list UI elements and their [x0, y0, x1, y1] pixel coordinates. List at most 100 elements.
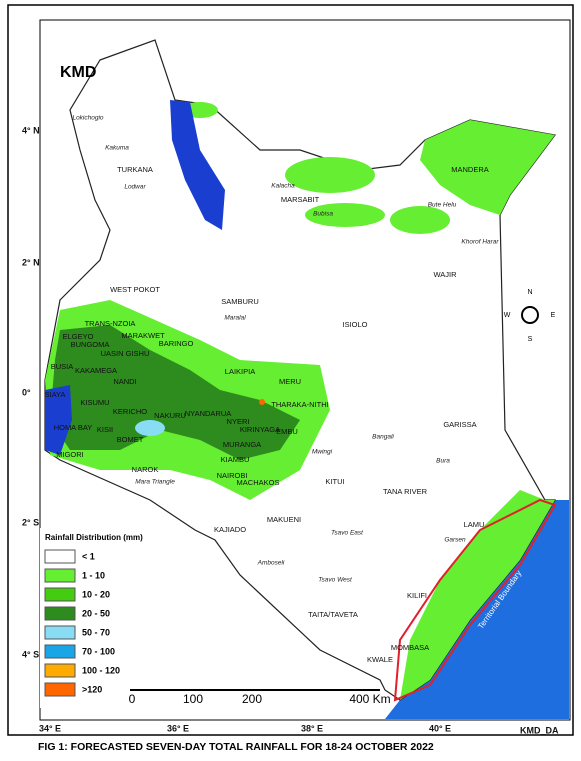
region-label: HOMA BAY — [54, 423, 93, 432]
place-label: Mara Triangle — [135, 479, 175, 486]
ocean — [385, 500, 569, 719]
region-label: MIGORI — [56, 450, 84, 459]
region-label: BUNGOMA — [71, 340, 110, 349]
lake-victoria — [45, 385, 72, 455]
place-label: Tsavo West — [318, 577, 353, 584]
legend-swatch — [44, 625, 76, 640]
region-label: TURKANA — [117, 165, 153, 174]
compass — [521, 306, 539, 324]
legend-label: 70 - 100 — [82, 646, 115, 656]
place-label: Mwingi — [312, 449, 333, 456]
region-label: NYANDARUA — [185, 409, 232, 418]
place-label: Bute Helu — [428, 202, 457, 209]
compass-letter: S — [528, 336, 533, 343]
region-label: KITUI — [325, 477, 344, 486]
region-label: UASIN GISHU — [101, 349, 150, 358]
region-label: BUSIA — [51, 362, 74, 371]
legend-label: 20 - 50 — [82, 608, 110, 618]
region-label: BARINGO — [159, 339, 194, 348]
rainfall-20-50 — [50, 325, 300, 460]
legend-label: < 1 — [82, 551, 95, 561]
region-label: LAIKIPIA — [225, 367, 255, 376]
place-label: Tsavo East — [331, 530, 364, 537]
latitude-label: 2° N — [22, 257, 40, 267]
legend-label: 50 - 70 — [82, 627, 110, 637]
legend-swatch — [44, 682, 76, 697]
place-label: Garsen — [444, 537, 466, 544]
region-label: BOMET — [117, 435, 144, 444]
region-label: MERU — [279, 377, 301, 386]
region-label: MOMBASA — [391, 643, 429, 652]
region-label: KAJIADO — [214, 525, 246, 534]
region-label: ELGEYO — [63, 332, 94, 341]
place-label: Bubisa — [313, 211, 333, 218]
longitude-label: 36° E — [167, 723, 189, 733]
region-label: TANA RIVER — [383, 487, 428, 496]
place-label: Kakuma — [105, 145, 129, 152]
latitude-label: 4° N — [22, 125, 40, 135]
credit: KMD_DA — [520, 725, 559, 735]
legend-label: 100 - 120 — [82, 665, 120, 675]
region-label: WEST POKOT — [110, 285, 160, 294]
region-label: NAROK — [132, 465, 159, 474]
compass-letter: W — [504, 312, 511, 319]
longitude-label: 40° E — [429, 723, 451, 733]
region-label: TAITA/TAVETA — [308, 610, 358, 619]
region-label: KILIFI — [407, 591, 427, 600]
region-label: MARSABIT — [281, 195, 320, 204]
region-label: NAIROBI — [217, 471, 248, 480]
rainfall-gt120 — [259, 399, 265, 405]
place-label: Bangali — [372, 434, 394, 441]
region-label: MARAKWET — [121, 331, 165, 340]
legend-label: >120 — [82, 684, 102, 694]
caption: FIG 1: FORECASTED SEVEN-DAY TOTAL RAINFA… — [38, 741, 434, 753]
region-label: MACHAKOS — [237, 478, 280, 487]
region-label: MANDERA — [451, 165, 489, 174]
region-label: KISUMU — [80, 398, 109, 407]
region-label: ISIOLO — [342, 320, 367, 329]
region-label: LAMU — [464, 520, 485, 529]
lake-turkana — [170, 100, 225, 230]
region-label: MAKUENI — [267, 515, 301, 524]
region-label: NAKURU — [154, 411, 186, 420]
place-label: Amboseli — [257, 560, 285, 567]
region-label: KIAMBU — [221, 455, 250, 464]
region-label: MURANGA — [223, 440, 261, 449]
legend-swatch — [44, 644, 76, 659]
region-label: SAMBURU — [221, 297, 259, 306]
region-label: KWALE — [367, 655, 393, 664]
legend-label: 10 - 20 — [82, 589, 110, 599]
compass-letter: N — [527, 289, 532, 296]
region-label: KISII — [97, 425, 113, 434]
rainfall-50-70 — [135, 420, 165, 436]
latitude-label: 0° — [22, 387, 31, 397]
longitude-label: 38° E — [301, 723, 323, 733]
legend-swatch — [44, 606, 76, 621]
region-label: SIAYA — [45, 390, 66, 399]
place-label: Bura — [436, 458, 450, 465]
legend-label: 1 - 10 — [82, 570, 105, 580]
legend-title: Rainfall Distribution (mm) — [45, 533, 143, 542]
region-label: TRANS-NZOIA — [85, 319, 136, 328]
legend-swatch — [44, 549, 76, 564]
longitude-label: 34° E — [39, 723, 61, 733]
scale-label: 0 — [129, 692, 136, 706]
region-label: GARISSA — [443, 420, 476, 429]
region-label: NANDI — [113, 377, 136, 386]
region-label: KIRINYAGA — [240, 425, 280, 434]
scale-label: 200 — [242, 692, 262, 706]
legend-swatch — [44, 587, 76, 602]
place-label: Khorof Harar — [461, 239, 499, 246]
region-label: KAKAMEGA — [75, 366, 117, 375]
region-label: NYERI — [227, 417, 250, 426]
place-label: Maralal — [224, 315, 246, 322]
territorial-boundary — [393, 498, 557, 702]
place-label: Lodwar — [124, 184, 146, 191]
legend-swatch — [44, 663, 76, 678]
latitude-label: 4° S — [22, 649, 39, 659]
place-label: Lokichogio — [72, 115, 103, 122]
region-label: WAJIR — [433, 270, 457, 279]
scale-label: 100 — [183, 692, 203, 706]
legend-swatch — [44, 568, 76, 583]
